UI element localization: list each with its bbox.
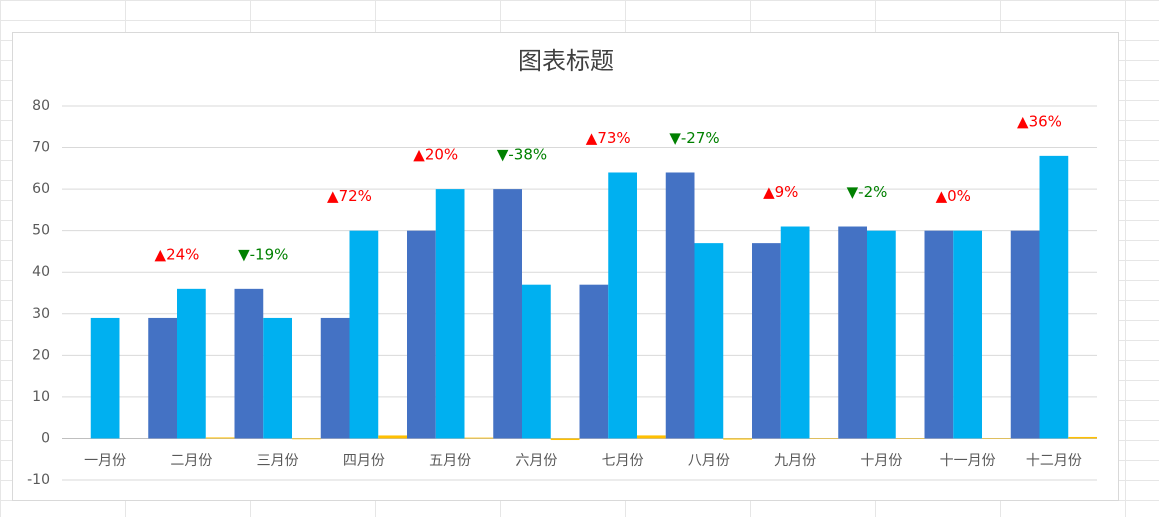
x-tick-label: 七月份 <box>602 453 644 469</box>
bar <box>752 243 781 439</box>
data-label: ▲72% <box>327 187 372 205</box>
bar <box>665 172 695 439</box>
bar <box>1039 155 1069 439</box>
bar <box>924 230 954 439</box>
data-label: ▲9% <box>763 183 798 201</box>
y-tick-label: 30 <box>32 306 50 322</box>
x-tick-label: 三月份 <box>257 453 299 469</box>
bar <box>378 435 407 439</box>
x-tick-label: 八月份 <box>688 453 730 469</box>
bar <box>579 284 609 439</box>
y-tick-label: 70 <box>32 140 50 156</box>
bar <box>809 438 839 439</box>
bar <box>464 437 494 439</box>
y-tick-label: 20 <box>32 347 50 363</box>
y-tick-label: -10 <box>27 472 50 488</box>
x-tick-label: 五月份 <box>429 453 471 469</box>
y-tick-label: 60 <box>32 181 50 197</box>
bar <box>694 243 724 439</box>
data-label: ▼-27% <box>669 129 719 147</box>
data-label: ▲0% <box>936 187 971 205</box>
bar <box>867 230 896 439</box>
x-tick-label: 九月份 <box>774 453 816 469</box>
x-tick-label: 一月份 <box>84 453 126 469</box>
bar <box>550 438 580 441</box>
bar <box>90 317 120 439</box>
x-tick-label: 十一月份 <box>940 453 996 469</box>
bar <box>148 317 177 439</box>
bar <box>407 230 436 439</box>
data-label: ▼-19% <box>238 245 288 263</box>
bar <box>292 438 321 440</box>
x-tick-label: 四月份 <box>343 453 385 469</box>
bar <box>234 288 264 439</box>
bar <box>435 189 465 439</box>
chart-title: 图表标题 <box>518 47 614 75</box>
bar <box>838 226 867 439</box>
bar <box>522 284 551 439</box>
bar <box>493 189 522 439</box>
bar <box>637 435 666 439</box>
bar <box>349 230 379 439</box>
y-tick-label: 0 <box>41 430 50 446</box>
bar <box>320 317 350 439</box>
x-tick-label: 十月份 <box>860 453 902 469</box>
bar <box>1068 436 1097 439</box>
y-tick-label: 10 <box>32 389 50 405</box>
bar <box>177 288 206 439</box>
bar <box>263 317 292 439</box>
bar <box>895 438 925 439</box>
bar <box>953 230 982 439</box>
y-tick-label: 40 <box>32 264 50 280</box>
bar <box>608 172 637 439</box>
y-tick-label: 80 <box>32 98 50 114</box>
bar <box>780 226 810 439</box>
data-label: ▼-2% <box>847 183 888 201</box>
data-label: ▼-38% <box>497 146 547 164</box>
x-tick-label: 十二月份 <box>1026 453 1082 469</box>
data-label: ▲20% <box>413 146 458 164</box>
x-tick-label: 二月份 <box>170 453 212 469</box>
data-label: ▲24% <box>155 245 200 263</box>
bar <box>982 438 1011 439</box>
bar <box>1010 230 1040 439</box>
data-label: ▲73% <box>586 129 631 147</box>
bar <box>205 437 235 439</box>
x-tick-label: 六月份 <box>515 453 557 469</box>
data-label: ▲36% <box>1017 112 1062 130</box>
bar <box>723 438 752 440</box>
y-tick-label: 50 <box>32 223 50 239</box>
